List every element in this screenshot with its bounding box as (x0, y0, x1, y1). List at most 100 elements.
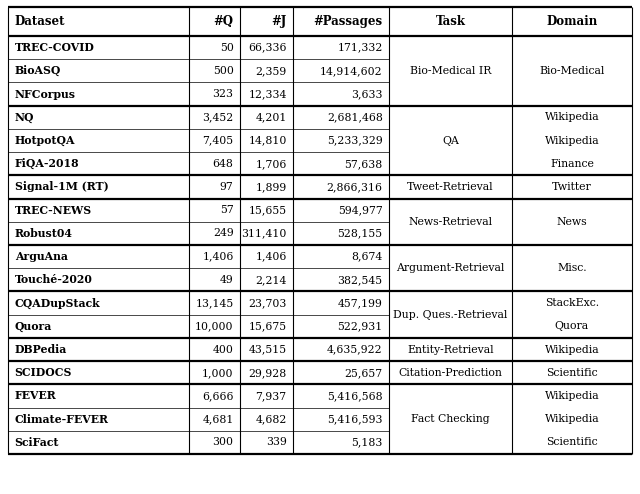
Text: FEVER: FEVER (15, 390, 56, 402)
Text: 5,416,568: 5,416,568 (327, 391, 383, 401)
Text: Quora: Quora (15, 321, 52, 332)
Text: 1,406: 1,406 (255, 251, 287, 262)
Text: 171,332: 171,332 (337, 42, 383, 53)
Text: News-Retrieval: News-Retrieval (408, 217, 493, 227)
Text: FiQA-2018: FiQA-2018 (15, 158, 79, 169)
Text: 648: 648 (212, 159, 234, 169)
Text: SCIDOCS: SCIDOCS (15, 367, 72, 378)
Text: 2,681,468: 2,681,468 (327, 112, 383, 123)
Text: 57,638: 57,638 (344, 159, 383, 169)
Text: 5,233,329: 5,233,329 (327, 135, 383, 146)
Text: Tweet-Retrieval: Tweet-Retrieval (407, 182, 494, 192)
Text: 1,706: 1,706 (255, 159, 287, 169)
Text: ArguAna: ArguAna (15, 251, 68, 262)
Text: Dataset: Dataset (15, 15, 65, 28)
Text: #J: #J (271, 15, 287, 28)
Text: 25,657: 25,657 (344, 368, 383, 378)
Text: Finance: Finance (550, 159, 594, 169)
Text: TREC-NEWS: TREC-NEWS (15, 205, 92, 216)
Text: 382,545: 382,545 (337, 275, 383, 285)
Text: SciFact: SciFact (15, 437, 60, 448)
Text: Argument-Retrieval: Argument-Retrieval (396, 263, 505, 273)
Text: TREC-COVID: TREC-COVID (15, 42, 95, 53)
Text: Scientific: Scientific (546, 437, 598, 448)
Text: 49: 49 (220, 275, 234, 285)
Text: Bio-Medical: Bio-Medical (539, 66, 605, 76)
Text: 311,410: 311,410 (241, 228, 287, 239)
Text: 249: 249 (213, 228, 234, 239)
Text: 2,866,316: 2,866,316 (326, 182, 383, 192)
Text: 13,145: 13,145 (195, 298, 234, 308)
Text: #Q: #Q (214, 15, 234, 28)
Text: 4,681: 4,681 (202, 414, 234, 424)
Text: Wikipedia: Wikipedia (545, 414, 599, 424)
Text: 3,452: 3,452 (202, 112, 234, 123)
Text: 43,515: 43,515 (248, 344, 287, 355)
Text: 339: 339 (266, 437, 287, 448)
Text: 10,000: 10,000 (195, 321, 234, 331)
Text: Task: Task (436, 15, 465, 28)
Text: Wikipedia: Wikipedia (545, 112, 599, 123)
Text: Misc.: Misc. (557, 263, 587, 273)
Text: CQADupStack: CQADupStack (15, 297, 100, 309)
Text: 29,928: 29,928 (248, 368, 287, 378)
Text: 97: 97 (220, 182, 234, 192)
Text: 8,674: 8,674 (351, 251, 383, 262)
Text: Entity-Retrieval: Entity-Retrieval (407, 344, 494, 355)
Text: Citation-Prediction: Citation-Prediction (399, 368, 502, 378)
Text: 457,199: 457,199 (338, 298, 383, 308)
Text: Scientific: Scientific (546, 368, 598, 378)
Text: Dup. Ques.-Retrieval: Dup. Ques.-Retrieval (394, 310, 508, 320)
Text: NFCorpus: NFCorpus (15, 88, 76, 100)
Text: 1,899: 1,899 (255, 182, 287, 192)
Text: #Passages: #Passages (314, 15, 383, 28)
Text: HotpotQA: HotpotQA (15, 135, 76, 146)
Text: 400: 400 (212, 344, 234, 355)
Text: StackExc.: StackExc. (545, 298, 599, 308)
Text: Signal-1M (RT): Signal-1M (RT) (15, 181, 108, 193)
Text: Wikipedia: Wikipedia (545, 135, 599, 146)
Text: 15,675: 15,675 (248, 321, 287, 331)
Text: NQ: NQ (15, 112, 34, 123)
Text: 50: 50 (220, 42, 234, 53)
Text: Domain: Domain (546, 15, 598, 28)
Text: Climate-FEVER: Climate-FEVER (15, 413, 109, 425)
Text: 15,655: 15,655 (248, 205, 287, 215)
Text: DBPedia: DBPedia (15, 344, 67, 355)
Text: 5,183: 5,183 (351, 437, 383, 448)
Text: 14,810: 14,810 (248, 135, 287, 146)
Text: 66,336: 66,336 (248, 42, 287, 53)
Text: Wikipedia: Wikipedia (545, 391, 599, 401)
Text: 4,682: 4,682 (255, 414, 287, 424)
Text: 1,000: 1,000 (202, 368, 234, 378)
Text: 2,359: 2,359 (255, 66, 287, 76)
Text: Twitter: Twitter (552, 182, 592, 192)
Text: 7,405: 7,405 (202, 135, 234, 146)
Text: BioASQ: BioASQ (15, 65, 61, 77)
Text: Robust04: Robust04 (15, 228, 72, 239)
Text: 500: 500 (212, 66, 234, 76)
Text: Fact Checking: Fact Checking (412, 414, 490, 424)
Text: 23,703: 23,703 (248, 298, 287, 308)
Text: 4,201: 4,201 (255, 112, 287, 123)
Text: 528,155: 528,155 (337, 228, 383, 239)
Text: 522,931: 522,931 (337, 321, 383, 331)
Text: 323: 323 (212, 89, 234, 99)
Text: 2,214: 2,214 (255, 275, 287, 285)
Text: Wikipedia: Wikipedia (545, 344, 599, 355)
Text: 14,914,602: 14,914,602 (320, 66, 383, 76)
Text: 4,635,922: 4,635,922 (327, 344, 383, 355)
Text: 300: 300 (212, 437, 234, 448)
Text: 12,334: 12,334 (248, 89, 287, 99)
Text: Touché-2020: Touché-2020 (15, 274, 93, 286)
Text: News: News (557, 217, 587, 227)
Text: 1,406: 1,406 (202, 251, 234, 262)
Text: 7,937: 7,937 (255, 391, 287, 401)
Text: 5,416,593: 5,416,593 (327, 414, 383, 424)
Text: 6,666: 6,666 (202, 391, 234, 401)
Text: 594,977: 594,977 (338, 205, 383, 215)
Text: Bio-Medical IR: Bio-Medical IR (410, 66, 492, 76)
Text: 3,633: 3,633 (351, 89, 383, 99)
Text: Quora: Quora (555, 321, 589, 331)
Text: 57: 57 (220, 205, 234, 215)
